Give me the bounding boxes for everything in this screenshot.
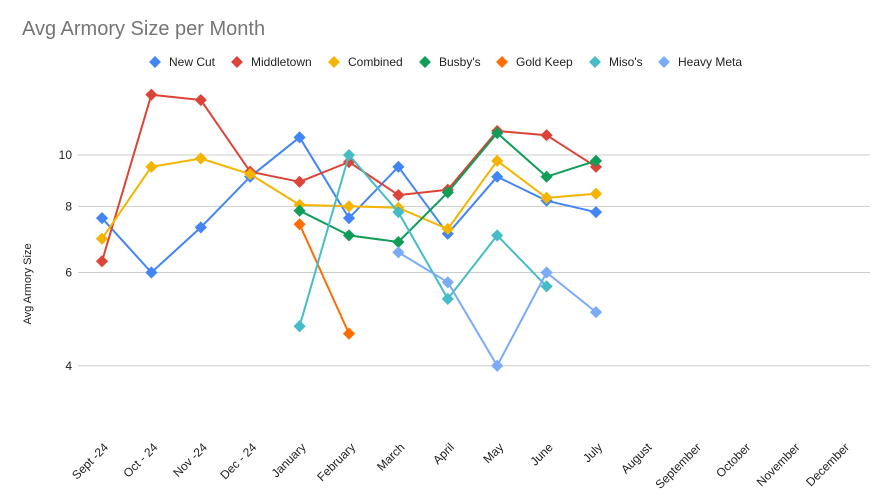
x-tick-label: May (480, 440, 506, 466)
x-tick-label: November (754, 440, 803, 489)
series-line-heavy-meta (397, 251, 597, 367)
x-tick-label: Nov -24 (170, 440, 210, 480)
legend-label-busby-s: Busby's (439, 55, 481, 69)
legend-label-combined: Combined (348, 55, 403, 69)
x-tick-label: January (269, 440, 309, 480)
data-point-combined (145, 160, 158, 173)
data-point-combined (194, 152, 207, 165)
data-point-busby-s (342, 229, 356, 242)
legend-label-heavy-meta: Heavy Meta (678, 55, 742, 69)
series-miso-s (293, 148, 553, 333)
legend-marker-busby-s (419, 56, 431, 68)
data-point-busby-s (441, 186, 454, 199)
legend-label-miso-s: Miso's (609, 55, 643, 69)
data-point-combined (441, 222, 454, 236)
x-tick-label: December (803, 440, 852, 489)
data-point-new-cut (95, 212, 109, 225)
data-point-miso-s (392, 206, 405, 219)
legend-marker-combined (328, 56, 340, 68)
legend: New Cut Middletown Combined Busby's Gold Kee… (149, 55, 742, 69)
data-point-middletown (540, 129, 553, 142)
legend-label-gold-keep: Gold Keep (516, 55, 573, 69)
legend-marker-middletown (231, 56, 243, 68)
y-tick-label: 8 (65, 199, 72, 213)
series-line-miso-s (298, 154, 548, 327)
x-tick-label: February (314, 440, 358, 484)
data-point-heavy-meta (441, 276, 454, 289)
legend-marker-new-cut (149, 56, 161, 68)
legend-label-new-cut: New Cut (169, 55, 216, 69)
series-line-gold-keep (298, 223, 350, 335)
y-axis-label: Avg Armory Size (22, 243, 34, 324)
x-tick-label: March (374, 440, 407, 473)
data-point-new-cut (589, 206, 603, 219)
y-tick-label: 6 (65, 266, 72, 280)
y-tick-label: 4 (65, 359, 72, 373)
data-point-middletown (194, 93, 207, 107)
data-point-combined (491, 154, 504, 167)
x-tick-labels: Sept -24 Oct - 24 Nov -24 Dec - 24 January Fe… (69, 440, 852, 492)
data-point-middletown (392, 189, 405, 202)
data-point-combined (342, 200, 356, 213)
data-point-gold-keep (293, 218, 306, 231)
data-point-busby-s (491, 127, 504, 140)
data-point-new-cut (145, 266, 158, 279)
legend-marker-miso-s (589, 56, 601, 68)
data-point-miso-s (441, 292, 454, 305)
data-point-miso-s (491, 229, 504, 242)
y-gridlines: 4 6 8 10 (59, 148, 870, 373)
series-gold-keep (293, 218, 356, 340)
y-tick-label: 10 (59, 148, 73, 162)
x-tick-label: October (713, 440, 753, 480)
data-point-middletown (293, 175, 306, 188)
data-point-new-cut (392, 160, 405, 173)
data-point-miso-s (293, 320, 306, 333)
x-tick-label: August (618, 440, 655, 477)
data-point-new-cut (194, 221, 207, 234)
data-point-busby-s (293, 204, 306, 217)
x-tick-label: September (653, 440, 704, 491)
data-point-combined (244, 168, 257, 181)
legend-marker-gold-keep (496, 56, 508, 68)
data-point-heavy-meta (491, 359, 504, 372)
x-tick-label: June (527, 440, 556, 469)
data-point-miso-s (342, 148, 356, 162)
data-point-new-cut (491, 170, 504, 183)
data-point-combined (589, 187, 603, 200)
data-point-new-cut (342, 212, 356, 225)
data-point-heavy-meta (392, 246, 405, 259)
x-tick-label: April (430, 440, 457, 467)
data-point-combined (95, 232, 109, 245)
x-tick-label: July (580, 440, 605, 465)
data-point-middletown (95, 255, 109, 268)
data-point-busby-s (392, 235, 405, 249)
chart-title: Avg Armory Size per Month (22, 18, 266, 40)
x-tick-label: Oct - 24 (120, 440, 160, 480)
series-line-combined (101, 157, 597, 240)
legend-marker-heavy-meta (658, 56, 670, 68)
data-point-new-cut (293, 131, 306, 144)
data-point-middletown (145, 88, 158, 101)
legend-label-middletown: Middletown (251, 55, 312, 69)
x-tick-label: Sept -24 (69, 440, 111, 482)
data-point-gold-keep (342, 327, 356, 340)
series-heavy-meta (392, 246, 603, 372)
x-tick-label: Dec - 24 (217, 440, 259, 482)
